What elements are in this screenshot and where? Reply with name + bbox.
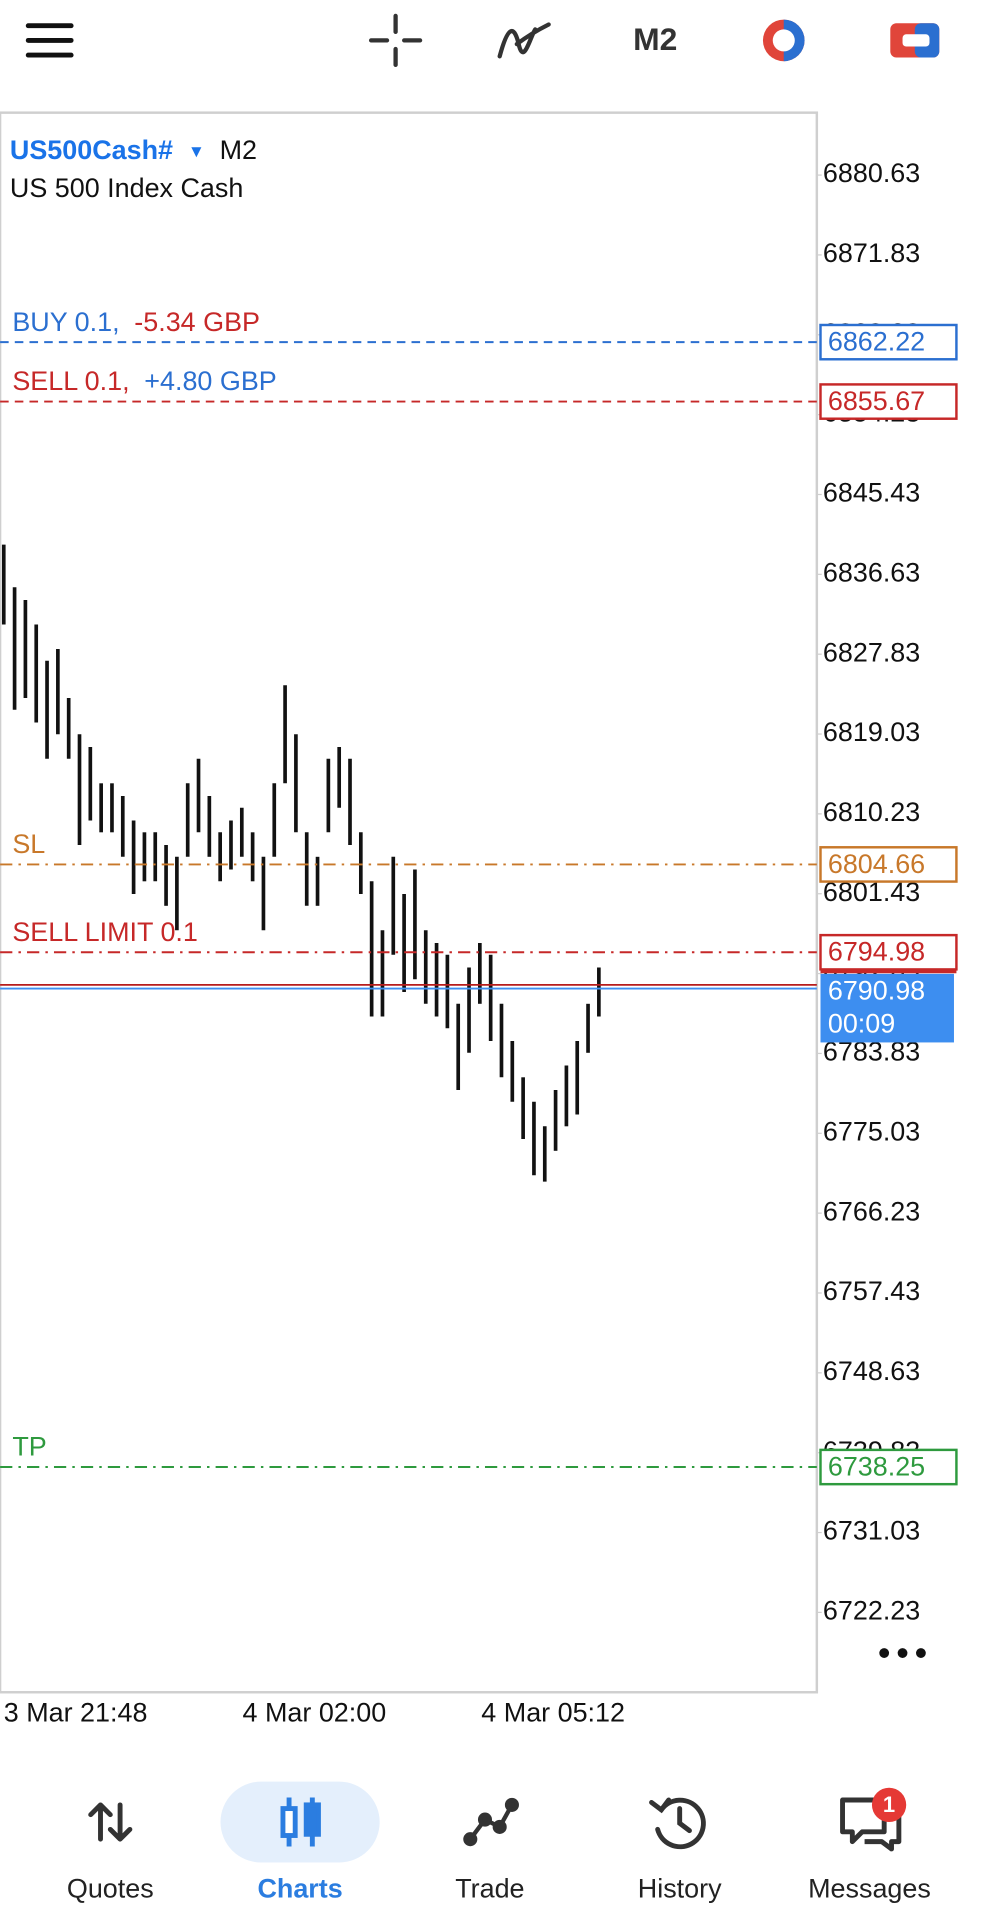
quotes-icon[interactable]: [88, 1802, 133, 1842]
bid-label-box: [820, 973, 954, 1043]
level-name: BUY 0.1,: [12, 307, 119, 337]
badge: [871, 1787, 907, 1823]
price-label: 6804.66: [828, 849, 925, 879]
y-tick-label: 6836.63: [823, 557, 920, 587]
price-label: 6738.25: [828, 1451, 925, 1481]
price-label-box: [819, 323, 958, 361]
active-tab-pill: [220, 1781, 380, 1863]
y-tick-label: 6845.43: [823, 478, 920, 508]
level-name: SELL 0.1,: [12, 366, 129, 396]
one-click-button[interactable]: [890, 23, 940, 58]
nav-label[interactable]: History: [638, 1874, 722, 1904]
level-label[interactable]: SL: [12, 829, 45, 859]
bid-price: 6790.98: [828, 975, 925, 1005]
y-tick-label: 6748.63: [823, 1356, 920, 1386]
price-label-box: [819, 846, 958, 883]
level-label[interactable]: SELL LIMIT 0.1: [12, 917, 198, 947]
charts-icon[interactable]: [280, 1797, 321, 1847]
price-label: 6855.67: [828, 386, 925, 416]
level-pnl: +4.80 GBP: [144, 366, 276, 396]
bottom-nav: Quotes Charts Trade History Messages: [67, 1874, 931, 1904]
symbol[interactable]: US500Cash#: [10, 135, 173, 165]
y-tick-label: 6766.23: [823, 1196, 920, 1226]
level-name: SELL LIMIT 0.1: [12, 917, 198, 947]
level-label[interactable]: BUY 0.1, -5.34 GBP: [12, 307, 260, 337]
chart-header[interactable]: US500Cash# ▼ M2: [10, 135, 257, 165]
y-tick-label: 6731.03: [823, 1516, 920, 1546]
nav-label[interactable]: Trade: [455, 1874, 524, 1904]
y-tick-label: 6775.03: [823, 1116, 920, 1146]
history-icon[interactable]: [649, 1797, 706, 1850]
x-tick-label: 4 Mar 02:00: [243, 1697, 387, 1727]
symbol-description: US 500 Index Cash: [10, 173, 243, 203]
level-name: TP: [12, 1432, 46, 1462]
menu-button[interactable]: [25, 23, 74, 58]
level-label[interactable]: TP: [12, 1432, 46, 1462]
x-tick-label: 4 Mar 05:12: [481, 1697, 625, 1727]
y-tick-label: 6880.63: [823, 158, 920, 188]
trade-icon[interactable]: [463, 1797, 519, 1847]
price-label-box: [819, 933, 958, 971]
nav-label[interactable]: Charts: [257, 1874, 342, 1904]
nav-label[interactable]: Quotes: [67, 1874, 154, 1904]
y-tick-label: 6810.23: [823, 797, 920, 827]
timeframe-button[interactable]: M2: [633, 21, 677, 57]
x-tick-label: 3 Mar 21:48: [4, 1697, 148, 1727]
price-label: 6794.98: [828, 937, 925, 967]
indicators-button[interactable]: [497, 22, 551, 59]
level-pnl: -5.34 GBP: [134, 307, 260, 337]
bar-timer: 00:09: [828, 1008, 895, 1038]
price-label-box: [819, 383, 958, 420]
y-tick-label: 6757.43: [823, 1276, 920, 1306]
level-name: SL: [12, 829, 45, 859]
plot: BUY 0.1, -5.34 GBP 6862.22 SELL 0.1, +4.80 G…: [0, 307, 958, 1486]
trade-button[interactable]: [762, 19, 805, 62]
more-button[interactable]: [879, 1648, 926, 1658]
y-tick-label: 6722.23: [823, 1596, 920, 1626]
crosshair-button[interactable]: [368, 13, 423, 68]
y-tick-label: 6827.83: [823, 637, 920, 667]
y-tick-label: 6871.83: [823, 238, 920, 268]
level-label[interactable]: SELL 0.1, +4.80 GBP: [12, 366, 276, 396]
badge-count: 1: [883, 1792, 895, 1817]
price-label-box: [819, 1448, 958, 1486]
nav-label[interactable]: Messages: [808, 1874, 931, 1904]
symbol-dropdown[interactable]: ▼: [188, 140, 205, 160]
period: M2: [220, 135, 257, 165]
price-label: 6862.22: [828, 326, 925, 356]
y-tick-label: 6819.03: [823, 717, 920, 747]
chart-frame: [0, 111, 819, 1694]
